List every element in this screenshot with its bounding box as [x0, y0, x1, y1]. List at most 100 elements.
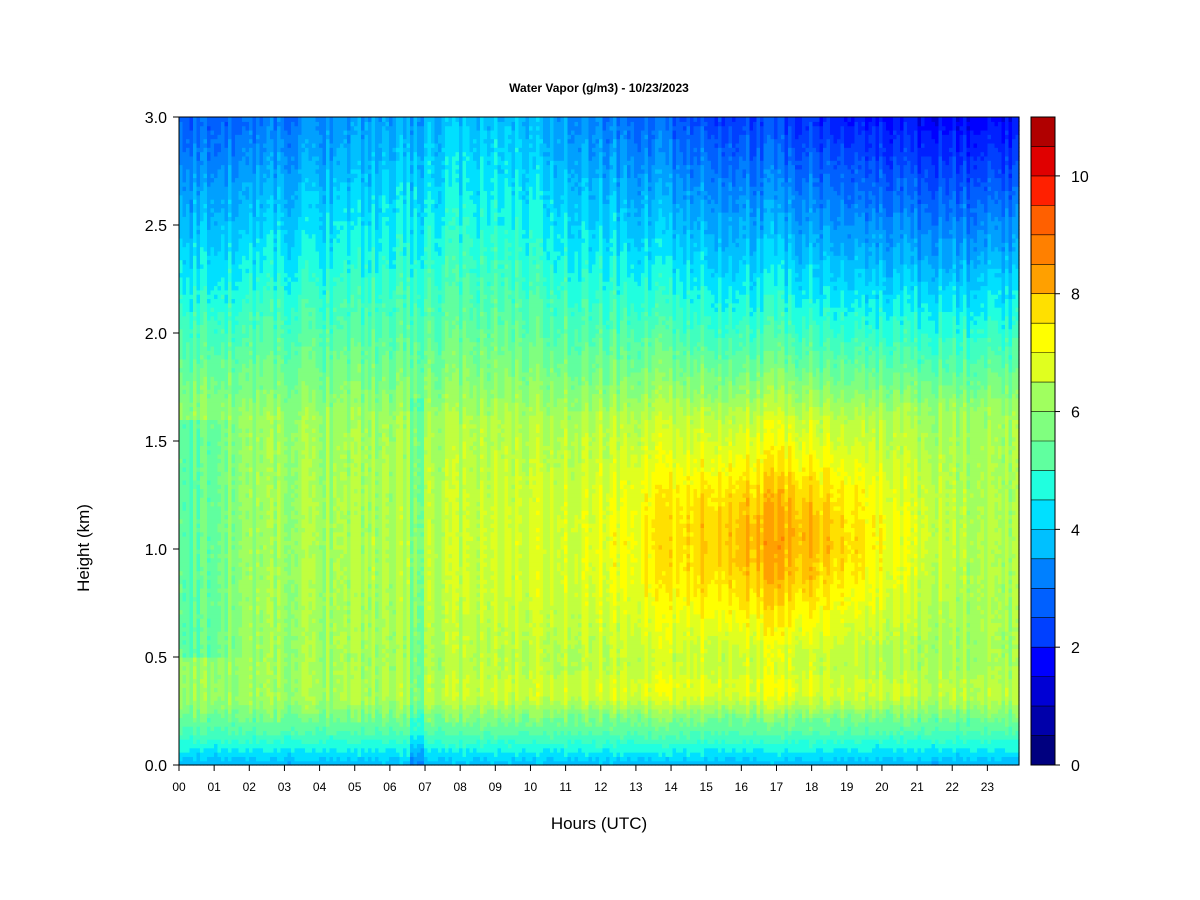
heatmap-cell — [228, 583, 233, 589]
heatmap-cell — [270, 544, 275, 550]
heatmap-cell — [186, 315, 191, 321]
heatmap-cell — [200, 121, 205, 127]
heatmap-cell — [217, 350, 222, 356]
heatmap-cell — [179, 220, 184, 226]
heatmap-cell — [256, 622, 261, 628]
heatmap-cell — [200, 393, 205, 399]
heatmap-cell — [284, 566, 289, 572]
heatmap-cell — [189, 635, 194, 641]
heatmap-cell — [273, 199, 278, 204]
heatmap-cell — [277, 125, 282, 131]
heatmap-cell — [186, 471, 191, 477]
heatmap-cell — [217, 466, 222, 472]
heatmap-cell — [203, 341, 208, 347]
heatmap-cell — [186, 734, 191, 740]
heatmap-cell — [179, 618, 184, 624]
heatmap-cell — [277, 393, 282, 399]
heatmap-cell — [186, 320, 191, 325]
heatmap-cell — [266, 501, 271, 507]
heatmap-cell — [196, 328, 201, 334]
heatmap-cell — [256, 674, 261, 680]
heatmap-cell — [256, 315, 261, 321]
heatmap-cell — [270, 358, 275, 364]
heatmap-cell — [280, 592, 285, 598]
heatmap-cell — [238, 168, 243, 174]
heatmap-cell — [207, 229, 212, 235]
heatmap-cell — [203, 747, 208, 753]
heatmap-cell — [193, 121, 198, 127]
heatmap-cell — [277, 453, 282, 459]
heatmap-cell — [224, 695, 229, 701]
heatmap-cell — [182, 402, 187, 408]
heatmap-cell — [256, 501, 261, 507]
heatmap-cell — [291, 259, 296, 265]
heatmap-cell — [214, 415, 219, 420]
heatmap-cell — [259, 384, 264, 390]
heatmap-cell — [259, 695, 264, 701]
heatmap-cell — [291, 652, 296, 658]
heatmap-cell — [221, 194, 226, 200]
heatmap-cell — [252, 410, 257, 416]
heatmap-cell — [284, 311, 289, 317]
heatmap-cell — [224, 358, 229, 364]
heatmap-cell — [242, 225, 247, 230]
heatmap-cell — [221, 449, 226, 455]
heatmap-cell — [193, 518, 198, 524]
heatmap-cell — [235, 423, 240, 429]
heatmap-cell — [252, 272, 257, 278]
heatmap-cell — [228, 415, 233, 420]
heatmap-cell — [193, 549, 198, 554]
heatmap-cell — [182, 635, 187, 641]
heatmap-cell — [179, 389, 184, 395]
heatmap-cell — [200, 250, 205, 256]
heatmap-cell — [200, 695, 205, 701]
heatmap-cell — [287, 717, 292, 723]
heatmap-cell — [235, 168, 240, 174]
heatmap-cell — [210, 618, 215, 624]
heatmap-cell — [224, 324, 229, 330]
heatmap-cell — [266, 523, 271, 528]
heatmap-cell — [270, 194, 275, 200]
heatmap-cell — [224, 536, 229, 541]
heatmap-cell — [207, 449, 212, 455]
heatmap-cell — [182, 553, 187, 559]
heatmap-cell — [270, 281, 275, 287]
heatmap-cell — [189, 289, 194, 295]
heatmap-cell — [245, 432, 250, 438]
heatmap-cell — [210, 259, 215, 265]
heatmap-cell — [217, 281, 222, 287]
heatmap-cell — [238, 177, 243, 183]
heatmap-cell — [280, 263, 285, 269]
heatmap-cell — [242, 669, 247, 675]
heatmap-cell — [287, 281, 292, 287]
heatmap-cell — [210, 639, 215, 645]
heatmap-cell — [263, 281, 268, 287]
heatmap-cell — [193, 263, 198, 269]
heatmap-cell — [231, 160, 236, 166]
heatmap-cell — [238, 635, 243, 641]
heatmap-cell — [231, 734, 236, 740]
heatmap-cell — [179, 276, 184, 282]
heatmap-cell — [207, 333, 212, 338]
heatmap-cell — [214, 717, 219, 723]
heatmap-cell — [231, 307, 236, 312]
heatmap-cell — [189, 561, 194, 567]
heatmap-cell — [270, 652, 275, 658]
heatmap-cell — [224, 181, 229, 187]
heatmap-cell — [189, 695, 194, 701]
heatmap-cell — [196, 315, 201, 321]
heatmap-cell — [284, 147, 289, 153]
heatmap-cell — [203, 583, 208, 589]
heatmap-cell — [284, 613, 289, 619]
heatmap-cell — [182, 320, 187, 325]
heatmap-cell — [214, 186, 219, 192]
heatmap-cell — [210, 121, 215, 127]
heatmap-cell — [203, 523, 208, 528]
heatmap-cell — [235, 229, 240, 235]
heatmap-cell — [193, 743, 198, 749]
heatmap-cell — [200, 337, 205, 343]
heatmap-cell — [277, 726, 282, 732]
heatmap-cell — [235, 622, 240, 628]
heatmap-cell — [217, 566, 222, 572]
heatmap-cell — [217, 441, 222, 446]
